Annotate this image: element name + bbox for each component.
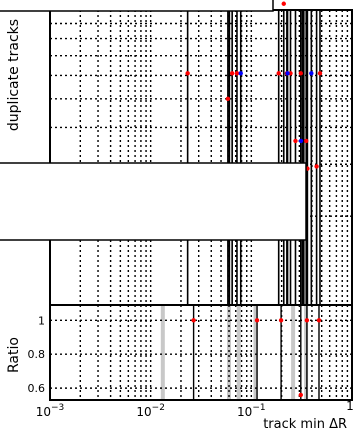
uncertainty-band (304, 305, 309, 400)
y-tick-label: 1 (38, 314, 45, 327)
uncertainty-band (160, 305, 165, 400)
side-overlay-box (0, 162, 307, 241)
ratio-uncertainty-bands (160, 305, 309, 400)
ratio-data-point (278, 318, 284, 323)
ratio-data-points (191, 305, 322, 400)
data-point (293, 138, 298, 144)
ratio-tick-labels: 1 0.8 0.6 10−3 10−2 10−1 1 (28, 314, 354, 419)
data-point (276, 71, 281, 76)
data-point (304, 138, 309, 144)
data-point (238, 71, 243, 76)
ratio-data-point (304, 318, 310, 323)
ratio-y-axis-label: Ratio (6, 337, 22, 373)
ratio-plot-frame (49, 304, 353, 401)
ratio-panel: 1 0.8 0.6 10−3 10−2 10−1 1 Ratio track min ΔR (6, 304, 354, 432)
data-point (229, 71, 235, 76)
uncertainty-band (253, 305, 258, 400)
x-axis-label: track min ΔR (263, 417, 347, 432)
data-point (317, 71, 323, 76)
data-point (298, 71, 303, 76)
y-tick-label: 0.8 (28, 348, 46, 361)
main-panel: duplicate tracks (6, 1, 353, 306)
x-tick-label: 10−3 (36, 403, 65, 419)
ratio-grid (50, 305, 352, 400)
ratio-data-point (191, 318, 196, 323)
data-point (185, 71, 190, 76)
data-point (234, 71, 240, 76)
x-tick-label: 1 (346, 399, 354, 413)
y-axis-label: duplicate tracks (6, 19, 22, 131)
y-tick-label: 0.6 (28, 382, 46, 395)
x-tick-label: 10−1 (237, 403, 266, 419)
uncertainty-band (227, 305, 232, 400)
x-tick-label: 10−2 (136, 403, 165, 419)
data-point (281, 1, 286, 6)
uncertainty-band (291, 305, 296, 400)
main-error-bars (186, 10, 321, 305)
data-point (285, 71, 290, 76)
top-overlay-box (0, 0, 274, 12)
data-point (298, 138, 304, 144)
data-point (309, 71, 314, 76)
data-point (314, 164, 319, 169)
ratio-data-point (316, 318, 322, 323)
ratio-data-point (254, 318, 260, 323)
uncertainty-band (236, 305, 241, 400)
data-point (225, 96, 231, 102)
ratio-data-point (298, 392, 303, 398)
